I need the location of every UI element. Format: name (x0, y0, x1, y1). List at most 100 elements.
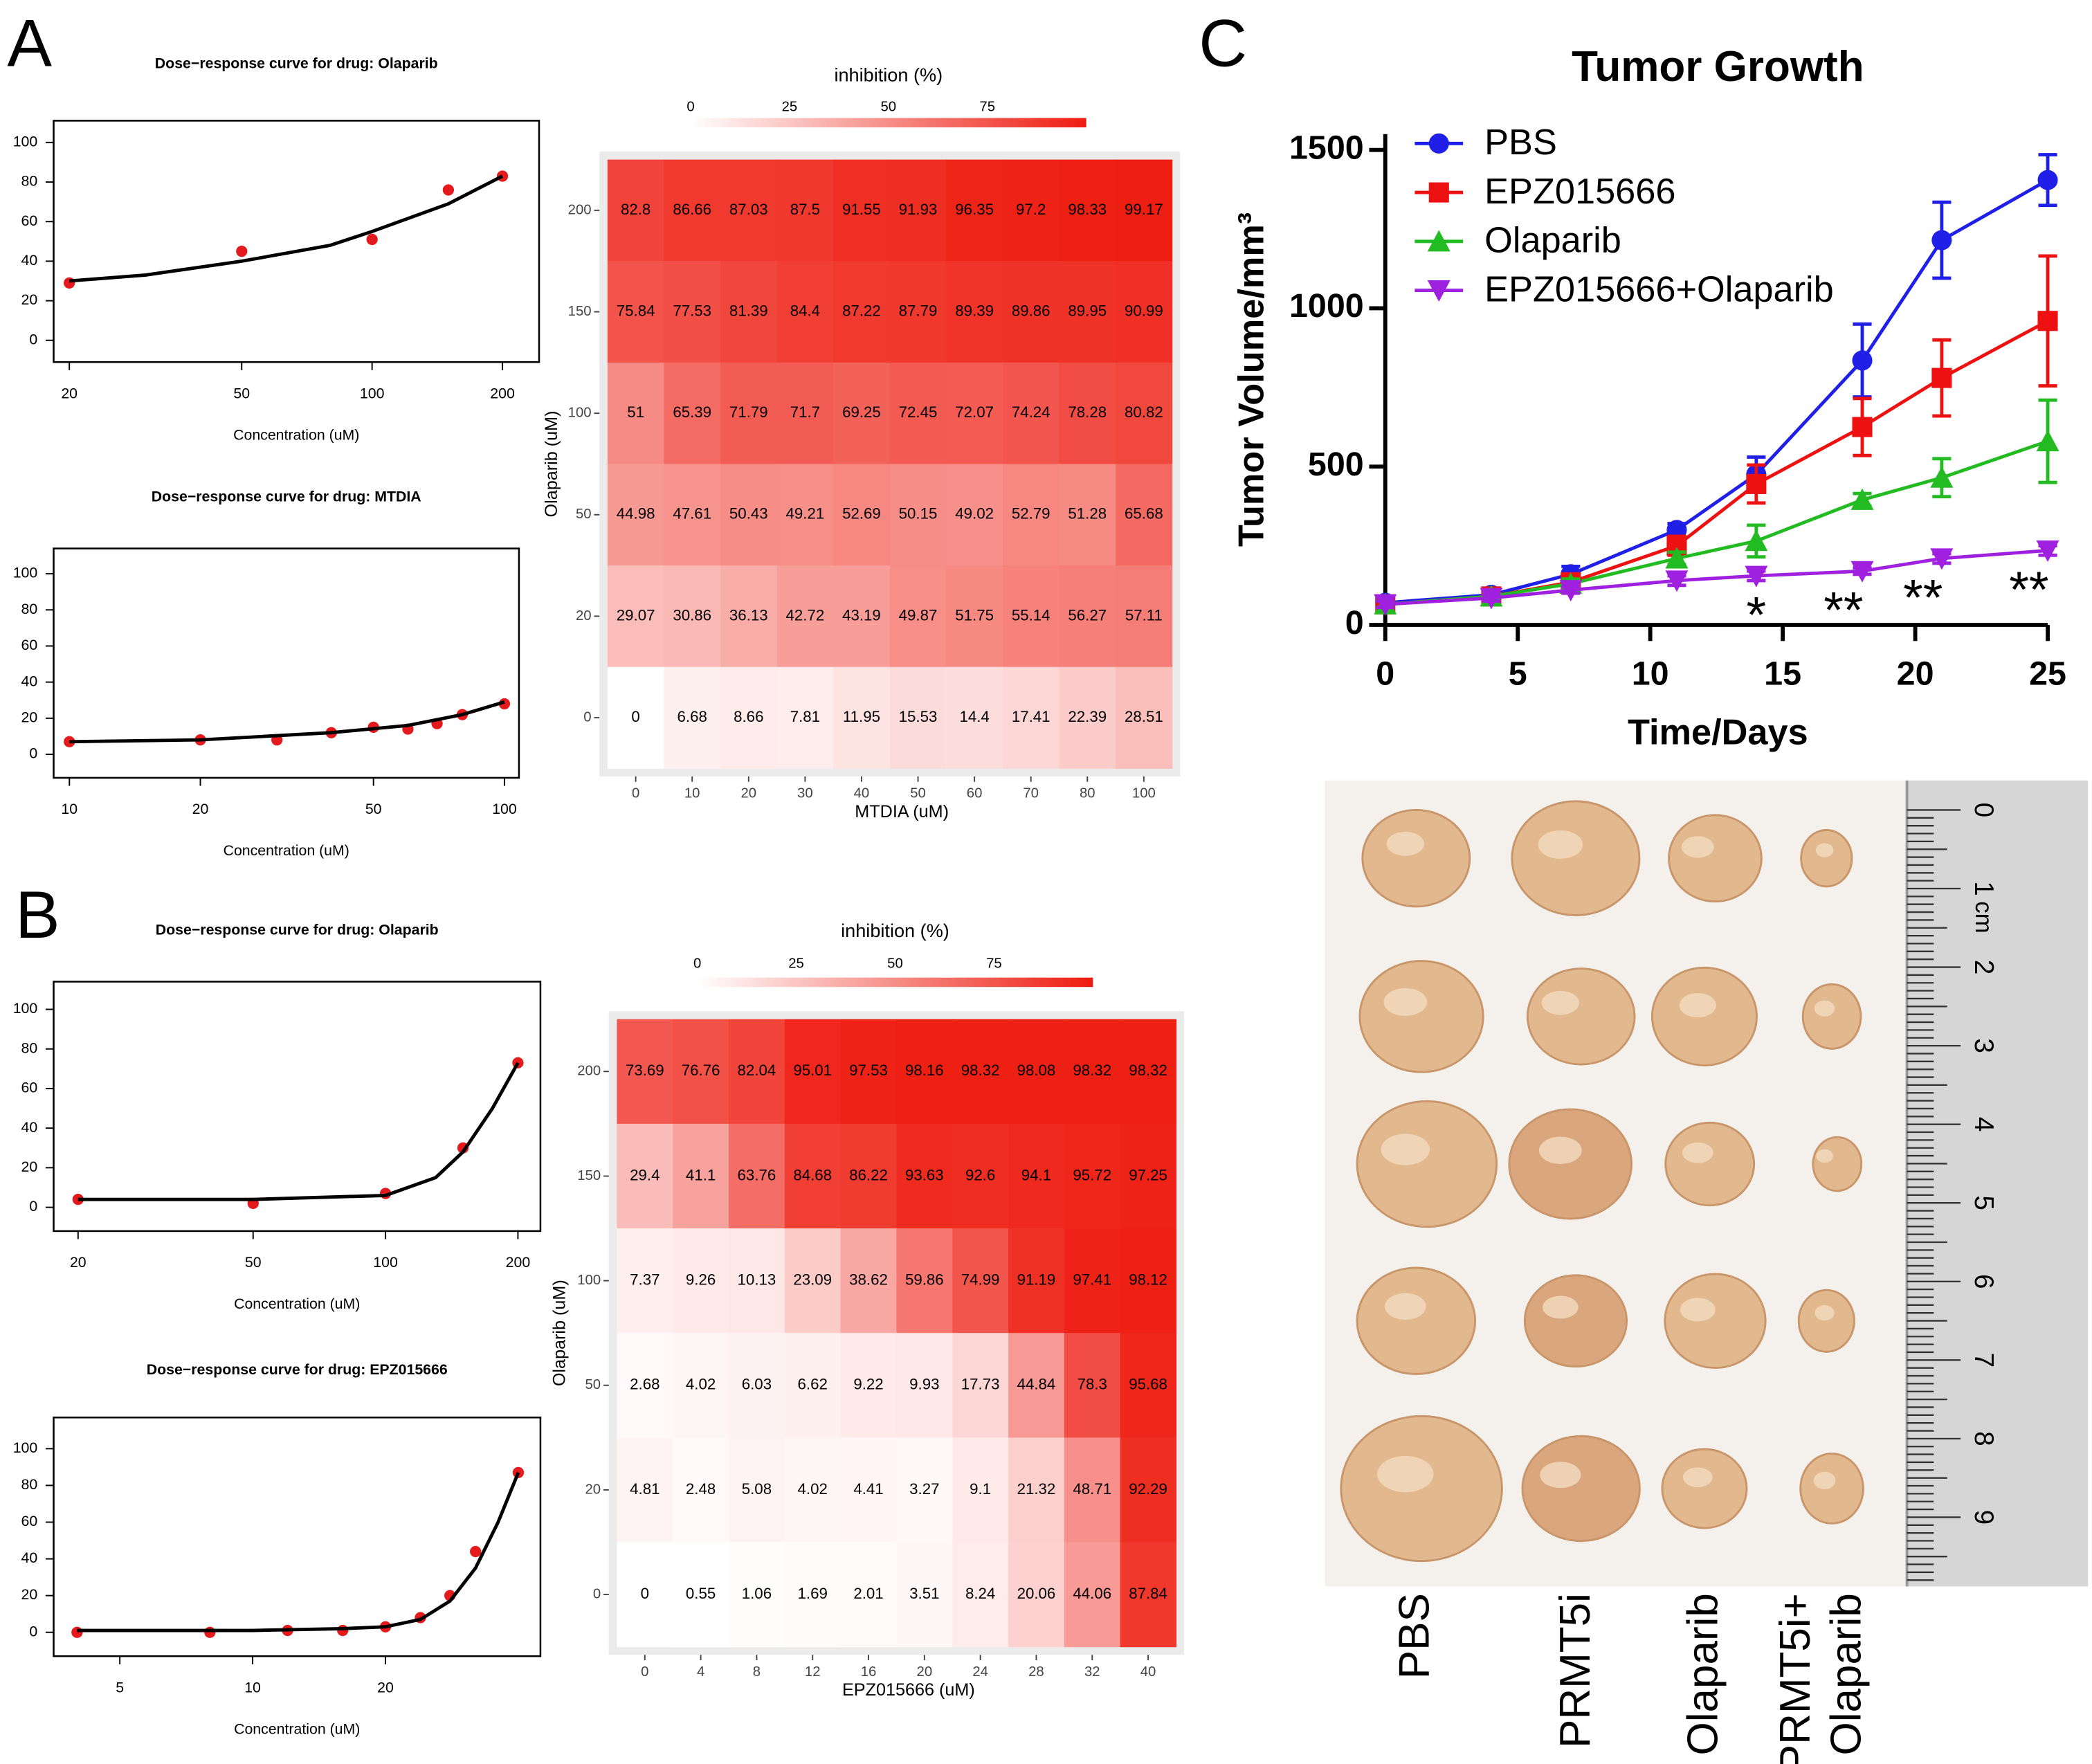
heat-cell (1120, 1123, 1177, 1229)
x-tick-label: 20 (377, 1679, 394, 1695)
heat-cell (840, 1542, 898, 1648)
cell-label: 65.68 (1125, 505, 1163, 522)
tumor-highlight (1814, 1304, 1835, 1321)
cell-label: 91.55 (842, 201, 881, 218)
heat-cell (1059, 464, 1116, 566)
ruler-label: 4 (1969, 1117, 1999, 1132)
x-tick-label: 70 (1023, 786, 1039, 801)
y-tick-label: 0 (583, 709, 591, 725)
x-axis-label: Time/Days (1628, 713, 1808, 753)
y-tick-label: 0 (29, 1198, 37, 1215)
ruler-label: 6 (1969, 1274, 1999, 1289)
data-point (498, 698, 511, 710)
x-tick-label: 5 (116, 1679, 124, 1695)
heat-cell (607, 464, 664, 566)
heat-cell (896, 1333, 953, 1438)
heat-cell (729, 1542, 785, 1648)
tumor (1664, 1273, 1767, 1370)
cell-label: 74.24 (1012, 403, 1050, 421)
heat-cell (664, 565, 721, 668)
cell-label: 29.07 (617, 606, 655, 624)
cell-label: 41.1 (686, 1166, 716, 1183)
cell-label: 98.12 (1129, 1271, 1167, 1289)
panel-label: B (15, 877, 60, 952)
heat-cell (664, 159, 721, 262)
cell-label: 1.69 (798, 1585, 828, 1602)
cell-label: 84.4 (790, 302, 820, 319)
cell-label: 28.51 (1125, 708, 1163, 725)
data-point (64, 736, 75, 747)
heat-cell (1116, 159, 1173, 262)
data-point (236, 245, 248, 257)
y-tick-label: 50 (576, 507, 592, 522)
tumor-highlight (1681, 836, 1714, 858)
heat-cell (889, 159, 947, 262)
cell-label: 29.4 (630, 1166, 660, 1183)
heat-cell (1064, 1333, 1121, 1438)
x-tick-label: 10 (244, 1679, 261, 1695)
data-point (2036, 430, 2059, 452)
heat-cell (1008, 1333, 1065, 1438)
cell-label: 95.72 (1073, 1166, 1111, 1183)
colorbar-tick-label: 25 (788, 956, 804, 972)
cell-label: 14.4 (959, 708, 989, 725)
tumor (1508, 1108, 1633, 1220)
cell-label: 80.82 (1125, 403, 1163, 421)
colorbar-tick-label: 75 (986, 956, 1002, 972)
x-tick-label: 20 (917, 1664, 933, 1680)
cell-label: 74.99 (961, 1271, 1000, 1289)
heat-cell (840, 1228, 898, 1334)
heat-cell (617, 1228, 673, 1334)
data-point (1428, 182, 1449, 203)
heat-cell (1008, 1019, 1065, 1125)
cell-label: 87.03 (729, 201, 768, 218)
data-point (204, 1626, 216, 1638)
heat-cell (840, 1333, 898, 1438)
ruler-label: 0 (1969, 803, 1999, 818)
cell-label: 51 (627, 403, 644, 421)
data-point (1480, 588, 1503, 610)
data-point (1852, 417, 1873, 437)
data-point (1746, 473, 1767, 494)
heat-cell (1002, 362, 1060, 465)
x-tick-label: 100 (360, 385, 385, 401)
data-point (1665, 570, 1689, 592)
cell-label: 87.84 (1129, 1585, 1167, 1602)
ruler-unit: cm (1970, 901, 1997, 934)
cell-label: 91.93 (899, 201, 938, 218)
heat-cell (729, 1333, 785, 1438)
heat-cell (776, 565, 834, 668)
x-tick-label: 100 (492, 801, 517, 817)
x-tick-label: 20 (740, 786, 756, 801)
tumor (1800, 829, 1853, 888)
heat-cell (1120, 1333, 1177, 1438)
data-point (1374, 594, 1397, 616)
cell-label: 17.73 (961, 1376, 1000, 1393)
heat-cell (1116, 464, 1173, 566)
cell-label: 8.66 (734, 708, 763, 725)
cell-label: 4.81 (630, 1480, 660, 1498)
y-tick-label: 0 (29, 331, 37, 347)
tumor (1521, 1435, 1641, 1543)
heat-cell (1008, 1123, 1065, 1229)
cell-label: 2.68 (630, 1376, 660, 1393)
colorbar (690, 118, 1086, 128)
heat-cell (673, 1228, 729, 1334)
data-point (1850, 561, 1874, 583)
heat-cell (1064, 1019, 1121, 1125)
cell-label: 72.07 (955, 403, 994, 421)
tumor-highlight (1816, 1149, 1833, 1163)
y-tick-label: 20 (21, 291, 38, 308)
heat-cell (729, 1019, 785, 1125)
data-point (1931, 230, 1952, 251)
tumor-highlight (1540, 1462, 1581, 1489)
x-axis-label: EPZ015666 (uM) (842, 1680, 975, 1700)
x-tick-label: 100 (1132, 786, 1156, 801)
heat-cell (673, 1333, 729, 1438)
x-tick-label: 100 (373, 1254, 398, 1271)
cell-label: 86.66 (673, 201, 711, 218)
ruler-label: 7 (1969, 1353, 1999, 1368)
tumor-highlight (1538, 1136, 1582, 1165)
cell-label: 48.71 (1073, 1480, 1111, 1498)
